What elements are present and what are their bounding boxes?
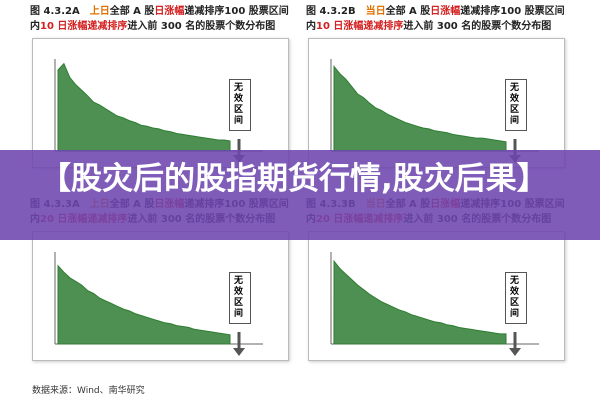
title-part: 上日 (89, 6, 110, 17)
chart-box: 无效区间 (308, 38, 565, 168)
title-part: 全部 A 股 (109, 6, 155, 17)
figure: 图 4.3.2B 当日全部 A 股日涨幅递减排序100 股票区间内10 日涨幅递减… (300, 0, 570, 190)
arrow-head (233, 348, 245, 356)
annotation: 无效区间 (229, 272, 251, 324)
figure: 图 4.3.3A上日全部 A 股日涨幅递减排序100 股票区间内20 日涨幅递减… (24, 193, 294, 383)
chart-box: 无效区间 (308, 231, 565, 361)
title-part: 全部 A 股 (385, 6, 431, 17)
title-part: 递减排序 (184, 6, 225, 17)
title-part: 进入前 300 名的股票个数分布图 (127, 21, 276, 32)
chart-box: 无效区间 (32, 231, 289, 361)
banner: 【股灾后的股指期货行情,股灾后果】 (0, 150, 600, 240)
figure-label: 图 4.3.2A (30, 6, 80, 17)
title-part: 当日 (365, 6, 386, 17)
area (333, 64, 507, 152)
figure-title: 图 4.3.2A 上日全部 A 股日涨幅递减排序100 股票区间内10 日涨幅递减… (30, 4, 292, 34)
figure-title: 图 4.3.2B 当日全部 A 股日涨幅递减排序100 股票区间内10 日涨幅递减… (306, 4, 568, 34)
annotation: 无效区间 (505, 272, 527, 324)
chart (54, 252, 263, 356)
source: 数据来源：Wind、南华研究 (32, 386, 145, 396)
area (57, 264, 231, 345)
title-part: 日涨幅 (430, 6, 461, 17)
arrow-head (509, 348, 521, 356)
title-part: 进入前 300 名的股票个数分布图 (403, 21, 552, 32)
figure-label: 图 4.3.2B (306, 6, 356, 17)
title-part: 10 日涨幅递减排序 (316, 21, 404, 32)
chart (330, 252, 539, 356)
title-part: 日涨幅 (154, 6, 185, 17)
area (333, 259, 507, 345)
title-part: 递减排序 (460, 6, 501, 17)
title-part: 100 股票区间内 (30, 6, 289, 32)
annotation: 无效区间 (229, 79, 251, 131)
area (57, 62, 231, 152)
chart-box: 无效区间 (32, 38, 289, 168)
title-part: 100 股票区间内 (306, 6, 565, 32)
title-part: 10 日涨幅递减排序 (40, 21, 128, 32)
banner-text: 【股灾后的股指期货行情,股灾后果】 (40, 161, 548, 197)
annotation: 无效区间 (505, 79, 527, 131)
